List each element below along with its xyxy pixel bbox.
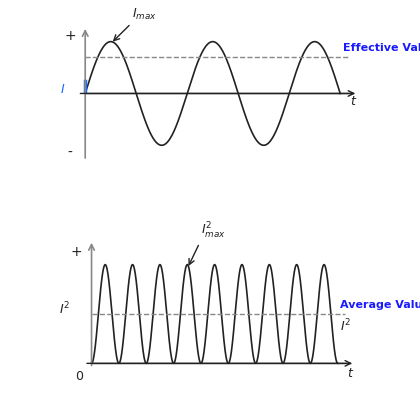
Text: $I^2_{max}$: $I^2_{max}$ [201, 221, 226, 241]
Text: $I^2$: $I^2$ [59, 301, 70, 317]
Text: Average Value: Average Value [340, 300, 420, 310]
Text: Effective Value: Effective Value [343, 43, 420, 53]
Text: +: + [71, 245, 83, 259]
Text: t: t [348, 367, 352, 380]
Text: +: + [64, 29, 76, 43]
Text: 0: 0 [75, 370, 83, 383]
Text: t: t [351, 95, 355, 108]
Text: -: - [68, 146, 72, 160]
Text: $I^2$: $I^2$ [340, 318, 352, 335]
Text: $I_{max}$: $I_{max}$ [132, 8, 157, 23]
Text: I: I [60, 83, 64, 96]
